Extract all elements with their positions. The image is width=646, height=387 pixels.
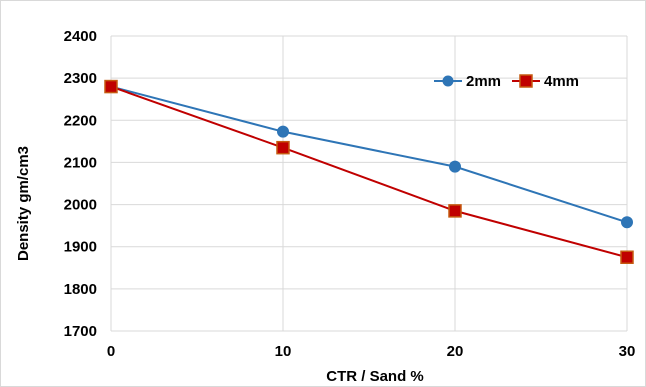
data-point-2mm — [277, 125, 289, 138]
series-layer — [104, 79, 634, 264]
legend-marker-2mm — [442, 75, 454, 87]
y-tick-label: 2000 — [64, 197, 97, 214]
y-axis-ticks: 1700 1800 1900 2000 2100 2200 2300 2400 — [64, 28, 97, 340]
y-tick-label: 2400 — [64, 28, 97, 45]
data-point-4mm — [276, 140, 290, 155]
x-axis-title: CTR / Sand % — [326, 368, 424, 385]
legend-label-2mm: 2mm — [466, 73, 501, 90]
y-tick-label: 1700 — [64, 323, 97, 340]
legend-marker-4mm — [519, 74, 533, 88]
y-axis-title: Density gm/cm3 — [15, 146, 32, 261]
series-line-4mm — [110, 85, 628, 259]
data-point-2mm — [621, 216, 633, 229]
data-point-4mm — [448, 204, 462, 218]
x-tick-label: 0 — [107, 343, 115, 360]
legend: 2mm 4mm — [434, 73, 579, 90]
x-tick-label: 10 — [275, 343, 292, 360]
series-line-2mm — [110, 85, 628, 224]
legend-label-4mm: 4mm — [544, 73, 579, 90]
data-point-2mm — [449, 160, 461, 173]
y-tick-label: 1900 — [64, 239, 97, 256]
y-tick-label: 2100 — [64, 154, 97, 171]
grid — [110, 35, 628, 332]
y-tick-label: 1800 — [64, 281, 97, 298]
x-axis-ticks: 0 10 20 30 — [107, 343, 636, 360]
x-tick-label: 20 — [447, 343, 464, 360]
data-point-4mm — [104, 79, 118, 94]
data-point-4mm — [620, 250, 634, 264]
y-tick-label: 2300 — [64, 70, 97, 87]
x-tick-label: 30 — [619, 343, 636, 360]
y-tick-label: 2200 — [64, 112, 97, 129]
